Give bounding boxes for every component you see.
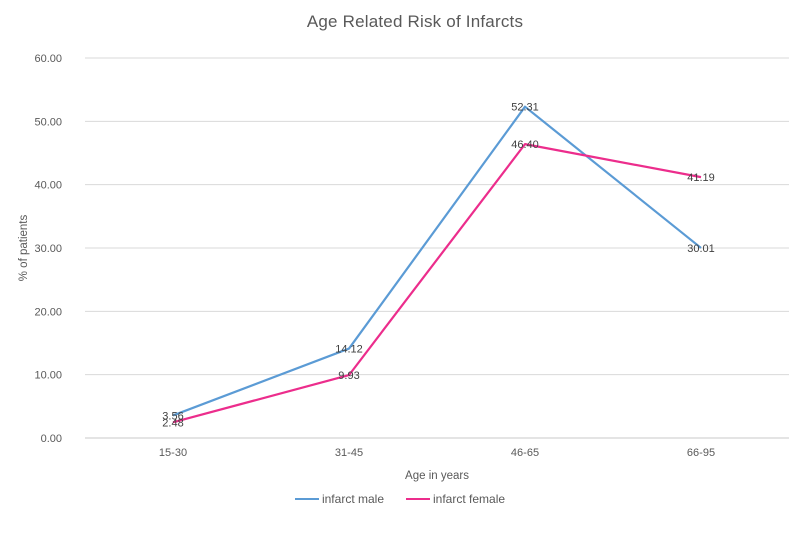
data-label: 14.12 (335, 344, 363, 356)
y-tick-label: 30.00 (34, 243, 62, 255)
series-line-infarct-female (172, 143, 702, 424)
y-tick-label: 0.00 (41, 433, 62, 445)
series-line-infarct-male (172, 105, 702, 417)
data-label: 41.19 (687, 172, 715, 184)
y-tick-label: 40.00 (34, 180, 62, 192)
x-tick-label: 15-30 (159, 447, 187, 459)
y-tick-label: 10.00 (34, 370, 62, 382)
data-label: 3.56 (162, 410, 183, 422)
legend-item-infarct-male: infarct male (294, 492, 384, 506)
x-tick-label: 46-65 (511, 447, 539, 459)
data-label: 2.48 (162, 417, 183, 429)
y-axis-title: % of patients (18, 214, 30, 282)
legend-item-infarct-female: infarct female (406, 492, 505, 506)
chart-title: Age Related Risk of Infarcts (306, 12, 524, 31)
x-tick-label: 31-45 (335, 447, 363, 459)
legend-swatch-female-line (406, 498, 430, 500)
legend: infarct male infarct female (0, 492, 800, 506)
plot-area: 0.00 10.00 20.00 30.00 40.00 50.00 60.00 15-30 3… (34, 53, 789, 459)
y-tick-label: 20.00 (34, 306, 62, 318)
x-tick-label: 66-95 (687, 447, 715, 459)
legend-swatch-male-line (294, 498, 319, 500)
data-label: 9.93 (338, 370, 359, 382)
data-label: 52.31 (511, 102, 539, 114)
y-tick-label: 60.00 (34, 53, 62, 65)
legend-label-male: infarct male (321, 492, 384, 506)
legend-label-female: infarct female (433, 492, 506, 506)
data-label: 30.01 (687, 243, 715, 255)
x-axis-title: Age in years (405, 470, 469, 482)
data-label: 46.40 (511, 139, 539, 151)
y-tick-label: 50.00 (34, 116, 62, 128)
